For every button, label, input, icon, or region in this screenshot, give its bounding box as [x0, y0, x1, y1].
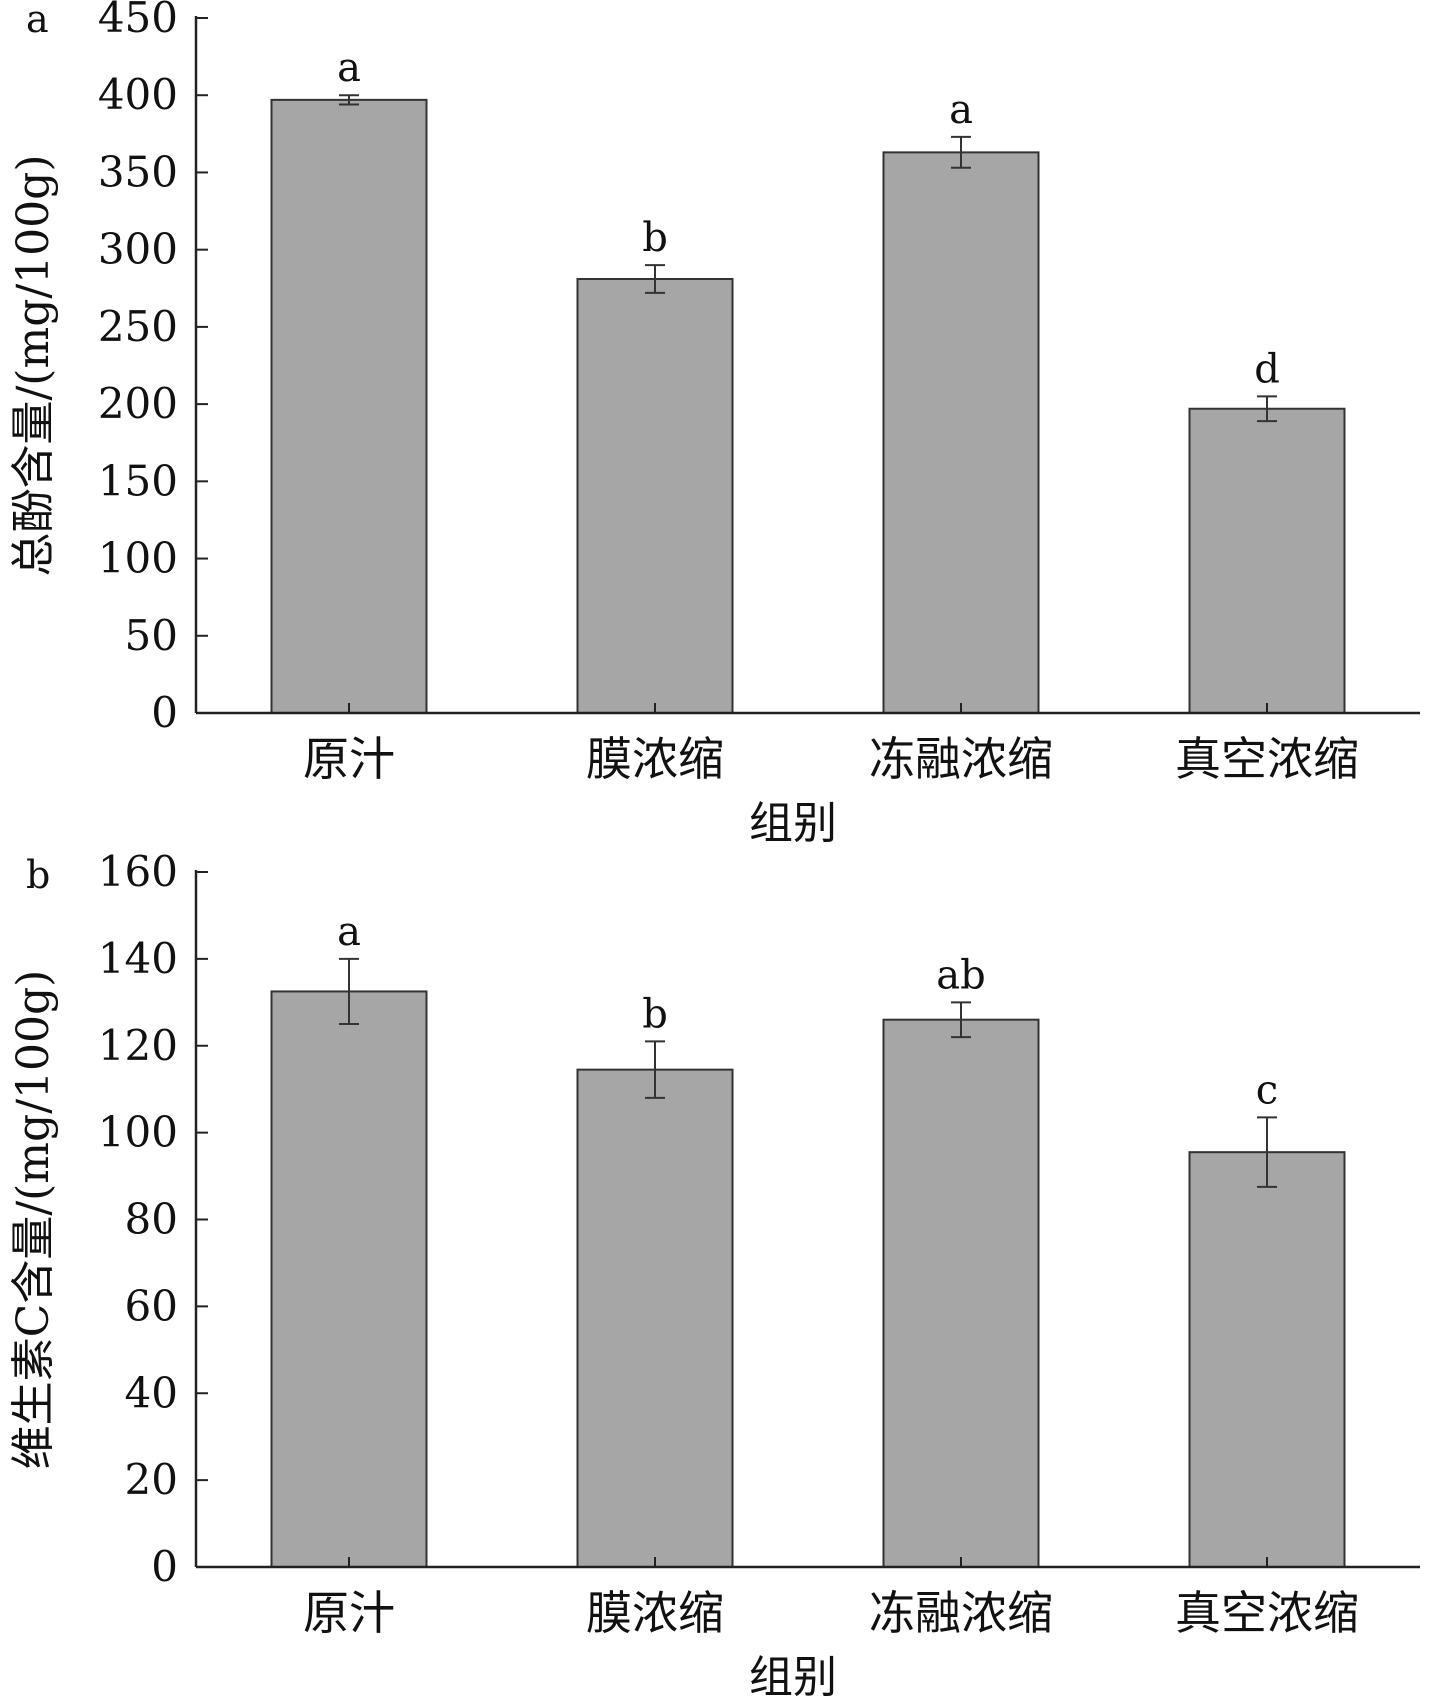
x-tick-label: 膜浓缩 — [586, 1586, 724, 1640]
bar-2 — [576, 1068, 734, 1568]
y-tick-label: 250 — [98, 302, 178, 351]
y-tick-label: 40 — [125, 1368, 178, 1417]
chart-panel-a: a a b a d 0 50 100 150 200 250 300 350 400 450 原汁 膜浓缩 冻融… — [8, 0, 1420, 849]
bar-1 — [270, 990, 428, 1568]
y-axis-title: 总酚含量/(mg/100g) — [8, 154, 59, 576]
x-axis-title: 组别 — [749, 1652, 837, 1703]
y-tick-label: 400 — [98, 70, 178, 119]
bar-3 — [882, 1018, 1040, 1568]
x-axis-title: 组别 — [749, 798, 837, 849]
significance-label-3: ab — [936, 952, 985, 998]
y-tick-label: 0 — [151, 1542, 178, 1591]
bar-2 — [576, 278, 734, 714]
y-tick-label: 160 — [98, 847, 178, 896]
y-tick-label: 350 — [98, 147, 178, 196]
significance-label-1: a — [337, 909, 361, 955]
bar-4 — [1188, 407, 1346, 714]
x-tick-label: 冻融浓缩 — [869, 1586, 1053, 1640]
y-tick-label: 150 — [98, 456, 178, 505]
significance-label-2: b — [642, 215, 668, 261]
x-tick-label: 冻融浓缩 — [869, 732, 1053, 786]
y-tick-label: 50 — [125, 611, 178, 660]
significance-label-4: d — [1254, 346, 1280, 392]
bar-1 — [270, 98, 428, 715]
y-tick-label: 20 — [125, 1455, 178, 1504]
x-tick-label: 原汁 — [303, 1586, 395, 1640]
y-tick-label: 300 — [98, 225, 178, 274]
significance-label-1: a — [337, 45, 361, 91]
y-tick-label: 60 — [125, 1281, 178, 1330]
bar-4 — [1188, 1151, 1346, 1568]
x-tick-label: 真空浓缩 — [1175, 1586, 1359, 1640]
bar-3 — [882, 151, 1040, 715]
panel-label-a: a — [26, 0, 49, 41]
y-tick-label: 0 — [151, 688, 178, 737]
significance-label-3: a — [949, 87, 973, 133]
y-tick-label: 200 — [98, 379, 178, 428]
y-tick-label: 120 — [98, 1021, 178, 1070]
y-axis-title: 维生素C含量/(mg/100g) — [8, 970, 59, 1470]
y-tick-label: 100 — [98, 1108, 178, 1157]
x-tick-label: 膜浓缩 — [586, 732, 724, 786]
significance-label-2: b — [642, 991, 668, 1037]
y-tick-label: 140 — [98, 934, 178, 983]
x-tick-label: 真空浓缩 — [1175, 732, 1359, 786]
y-tick-label: 80 — [125, 1195, 178, 1244]
y-tick-label: 450 — [98, 0, 178, 42]
x-tick-label: 原汁 — [303, 732, 395, 786]
y-tick-label: 100 — [98, 534, 178, 583]
significance-label-4: c — [1256, 1067, 1278, 1113]
panel-label-b: b — [26, 853, 50, 897]
